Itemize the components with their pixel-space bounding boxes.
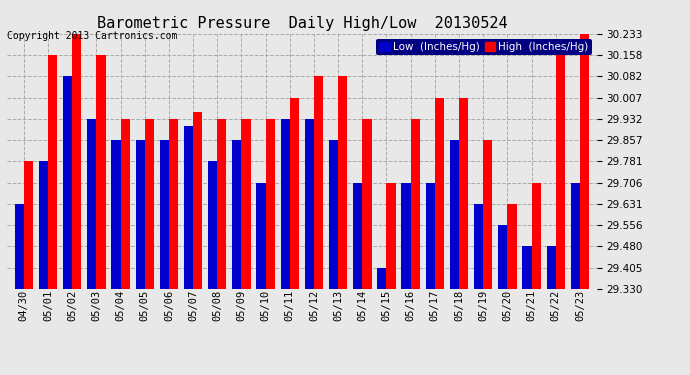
- Bar: [184, 126, 193, 289]
- Title: Barometric Pressure  Daily High/Low  20130524: Barometric Pressure Daily High/Low 20130…: [97, 16, 507, 31]
- Bar: [377, 268, 386, 289]
- Bar: [386, 183, 395, 289]
- Bar: [435, 98, 444, 289]
- Bar: [402, 183, 411, 289]
- Bar: [459, 98, 469, 289]
- Bar: [111, 140, 121, 289]
- Bar: [314, 76, 323, 289]
- Bar: [208, 161, 217, 289]
- Bar: [257, 183, 266, 289]
- Bar: [63, 76, 72, 289]
- Legend: Low  (Inches/Hg), High  (Inches/Hg): Low (Inches/Hg), High (Inches/Hg): [376, 39, 591, 55]
- Bar: [483, 140, 493, 289]
- Bar: [571, 183, 580, 289]
- Bar: [290, 98, 299, 289]
- Bar: [159, 140, 169, 289]
- Bar: [121, 119, 130, 289]
- Bar: [555, 55, 565, 289]
- Bar: [14, 204, 24, 289]
- Text: Copyright 2013 Cartronics.com: Copyright 2013 Cartronics.com: [7, 32, 177, 41]
- Bar: [353, 183, 362, 289]
- Bar: [338, 76, 347, 289]
- Bar: [266, 119, 275, 289]
- Bar: [169, 119, 178, 289]
- Bar: [241, 119, 250, 289]
- Bar: [329, 140, 338, 289]
- Bar: [87, 119, 97, 289]
- Bar: [145, 119, 154, 289]
- Bar: [426, 183, 435, 289]
- Bar: [546, 246, 555, 289]
- Bar: [305, 119, 314, 289]
- Bar: [97, 55, 106, 289]
- Bar: [39, 161, 48, 289]
- Bar: [450, 140, 459, 289]
- Bar: [135, 140, 145, 289]
- Bar: [498, 225, 507, 289]
- Bar: [522, 246, 531, 289]
- Bar: [362, 119, 371, 289]
- Bar: [281, 119, 290, 289]
- Bar: [233, 140, 241, 289]
- Bar: [193, 112, 202, 289]
- Bar: [411, 119, 420, 289]
- Bar: [507, 204, 517, 289]
- Bar: [474, 204, 483, 289]
- Bar: [580, 34, 589, 289]
- Bar: [217, 119, 226, 289]
- Bar: [24, 161, 33, 289]
- Bar: [72, 34, 81, 289]
- Bar: [531, 183, 541, 289]
- Bar: [48, 55, 57, 289]
